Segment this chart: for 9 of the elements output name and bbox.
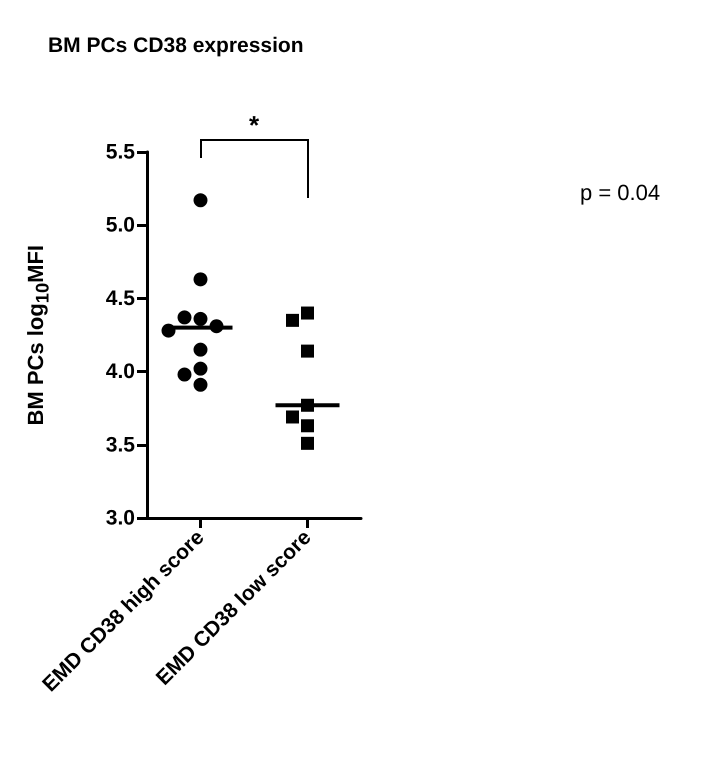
text: * [249, 110, 260, 141]
y-tick-label: 4.5 [106, 286, 136, 310]
chart-title: BM PCs CD38 expression [48, 34, 304, 58]
y-tick-label: 4.0 [106, 360, 135, 384]
y-tick-label: 5.5 [106, 140, 136, 164]
y-tick-label: 3.0 [106, 506, 135, 530]
y-tick-label: 5.0 [106, 214, 135, 237]
y-tick-label: 3.5 [106, 433, 136, 456]
text: p = 0.04 [580, 180, 660, 206]
